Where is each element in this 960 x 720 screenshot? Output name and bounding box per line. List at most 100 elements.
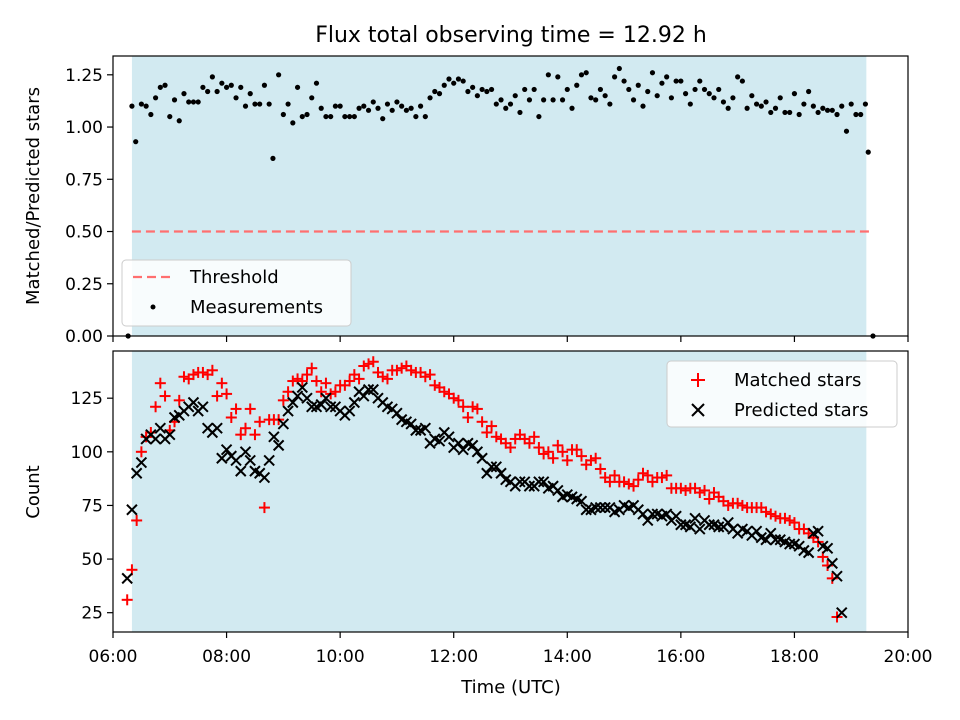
measurement-point <box>839 103 845 109</box>
measurement-point <box>787 109 793 116</box>
predicted-point <box>291 390 304 402</box>
bottom-xtick-label: 16:00 <box>656 647 705 667</box>
top-ytick-label: 1.00 <box>65 118 103 138</box>
matched-point <box>680 484 692 496</box>
measurement-point <box>512 93 518 99</box>
measurement-point <box>564 86 570 93</box>
matched-point <box>618 476 630 488</box>
measurement-point <box>772 105 779 111</box>
bottom-axes-frame <box>112 350 909 633</box>
measurement-point <box>550 97 556 103</box>
measurement-point <box>195 99 201 105</box>
measurement-point <box>219 80 225 86</box>
predicted-point <box>537 476 550 488</box>
matched-point <box>736 499 748 511</box>
bottom-xtick-label: 18:00 <box>770 647 819 667</box>
legend-predicted-swatch <box>691 403 705 417</box>
measurement-point <box>531 86 537 93</box>
predicted-point <box>495 467 507 479</box>
predicted-point <box>149 433 162 445</box>
measurement-point <box>157 84 163 90</box>
matched-point <box>391 364 403 376</box>
predicted-point <box>689 512 701 525</box>
matched-point <box>784 514 796 526</box>
predicted-point <box>769 534 782 546</box>
top-ytick-label: 0.50 <box>65 223 103 243</box>
matched-point <box>301 369 313 381</box>
top-ytick-label: 0.75 <box>65 170 103 190</box>
legend-threshold-label: Threshold <box>189 267 279 288</box>
measurement-point <box>167 113 173 120</box>
measurement-point <box>862 101 869 107</box>
matched-point <box>604 476 616 488</box>
measurement-point <box>403 107 409 113</box>
measurement-point <box>517 109 523 116</box>
predicted-point <box>637 508 649 520</box>
measurement-point <box>337 103 343 109</box>
measurement-point <box>640 103 646 109</box>
predicted-point <box>287 396 299 409</box>
matched-point <box>310 375 322 387</box>
matched-point <box>131 514 143 526</box>
matched-point <box>661 469 673 481</box>
matched-point <box>363 358 375 370</box>
matched-point <box>344 375 356 387</box>
matched-point <box>523 437 535 449</box>
matched-point <box>467 401 479 413</box>
measurement-point <box>294 84 301 90</box>
matched-point <box>457 401 469 413</box>
measurement-point <box>616 65 622 72</box>
matched-point <box>225 411 237 423</box>
predicted-point <box>485 461 498 473</box>
measurement-point <box>451 80 457 86</box>
measurement-point <box>133 139 139 145</box>
predicted-point <box>239 446 252 458</box>
measurement-point <box>697 78 703 84</box>
matched-point <box>490 431 502 443</box>
matched-point <box>547 452 559 464</box>
matched-point <box>642 469 654 481</box>
measurement-point <box>408 105 414 111</box>
measurement-point <box>824 107 831 113</box>
predicted-point <box>760 534 772 546</box>
matched-point <box>699 484 711 496</box>
predicted-point <box>324 401 337 413</box>
top-panel: Flux total observing time = 12.92 h 0.00… <box>23 23 909 347</box>
predicted-point <box>164 428 176 441</box>
bottom-legend: Matched stars Predicted stars <box>666 360 898 428</box>
measurement-point <box>834 111 840 118</box>
measurement-point <box>526 97 533 103</box>
measurement-point <box>460 78 466 84</box>
measurement-point <box>503 105 509 111</box>
measurement-point <box>706 91 712 97</box>
matched-point <box>628 480 640 492</box>
predicted-point <box>589 501 602 514</box>
matched-point <box>150 401 162 413</box>
measurement-point <box>209 74 215 80</box>
predicted-point <box>121 572 133 585</box>
matched-point <box>154 377 166 389</box>
bottom-ytick-label: 50 <box>81 550 103 570</box>
measurement-point <box>370 99 376 105</box>
measurement-point <box>806 88 812 95</box>
matched-point <box>358 360 370 372</box>
matched-point <box>221 388 233 400</box>
matched-point <box>159 390 171 402</box>
predicted-point <box>831 570 843 582</box>
matched-point <box>585 454 597 466</box>
bottom-xtick-label: 12:00 <box>429 647 478 667</box>
measurement-point <box>347 113 353 120</box>
matched-point <box>481 427 493 439</box>
matched-point <box>381 373 393 385</box>
matched-point <box>722 499 734 511</box>
legend-predicted-label: Predicted stars <box>734 400 868 421</box>
measurement-point <box>820 105 826 111</box>
measurement-point <box>498 97 504 103</box>
matched-point <box>561 454 573 466</box>
matched-point <box>135 446 147 458</box>
legend-matched-label: Matched stars <box>734 370 861 391</box>
predicted-point <box>296 381 308 394</box>
matched-point <box>235 429 247 441</box>
matched-point <box>419 371 431 383</box>
predicted-point <box>216 452 228 464</box>
